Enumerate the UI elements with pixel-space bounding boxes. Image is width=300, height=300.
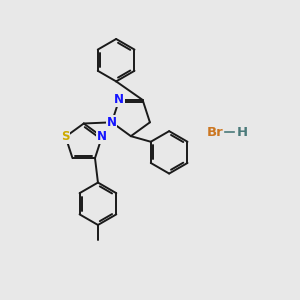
Text: S: S bbox=[61, 130, 70, 143]
Text: N: N bbox=[114, 93, 124, 106]
Text: N: N bbox=[97, 130, 107, 143]
Text: H: H bbox=[237, 126, 248, 139]
Text: N: N bbox=[107, 116, 117, 129]
Text: Br: Br bbox=[206, 126, 223, 139]
